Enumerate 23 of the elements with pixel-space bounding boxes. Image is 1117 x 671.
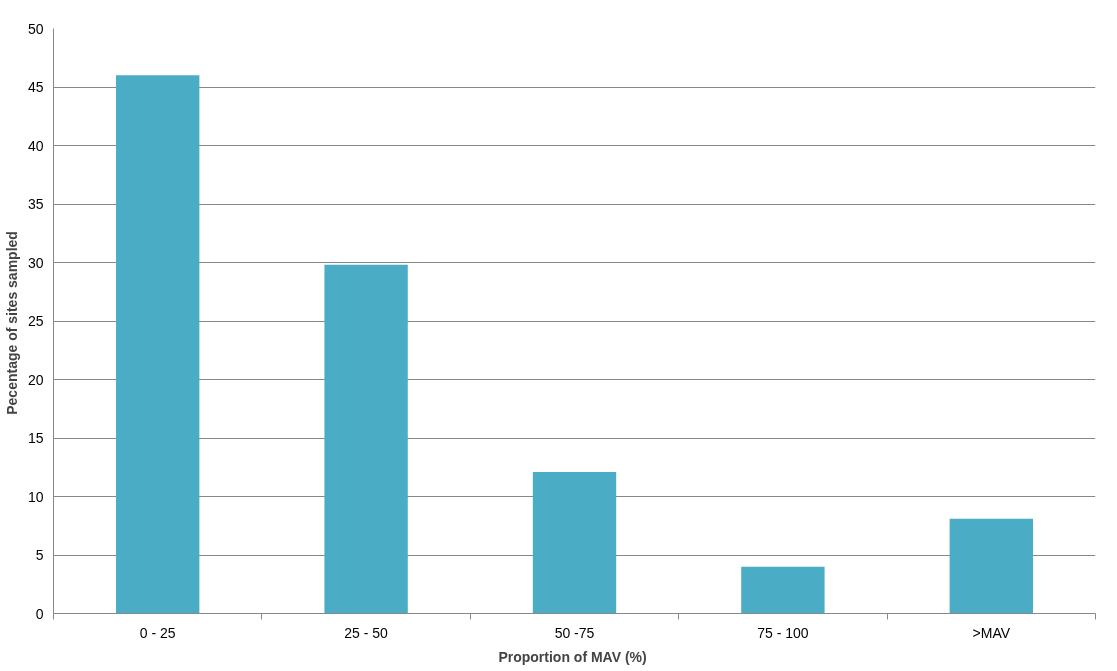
x-tick-label: 0 - 25 — [139, 624, 176, 641]
x-tick-label: 50 -75 — [554, 624, 595, 641]
bar — [532, 471, 617, 614]
bar — [949, 518, 1033, 614]
x-tick-label: 25 - 50 — [344, 624, 389, 641]
y-tick-label: 15 — [27, 430, 44, 446]
y-tick-label: 5 — [35, 547, 44, 563]
y-tick-label: 45 — [27, 79, 44, 95]
bar — [741, 566, 825, 614]
x-tick-label: 75 - 100 — [757, 624, 809, 641]
bar — [324, 264, 408, 614]
y-tick-label: 25 — [27, 313, 44, 329]
y-tick-label: 20 — [27, 371, 44, 388]
x-tick-label: >MAV — [972, 624, 1011, 641]
y-tick-label: 30 — [27, 254, 44, 271]
y-tick-label: 35 — [27, 196, 44, 212]
y-tick-label: 50 — [27, 20, 44, 37]
y-tick-label: 10 — [27, 488, 44, 505]
y-axis-title: Pecentage of sites sampled — [3, 231, 20, 415]
bar — [116, 75, 200, 614]
y-tick-label: 0 — [35, 605, 44, 622]
y-tick-label: 40 — [27, 137, 44, 154]
x-axis-title: Proportion of MAV (%) — [498, 648, 647, 665]
